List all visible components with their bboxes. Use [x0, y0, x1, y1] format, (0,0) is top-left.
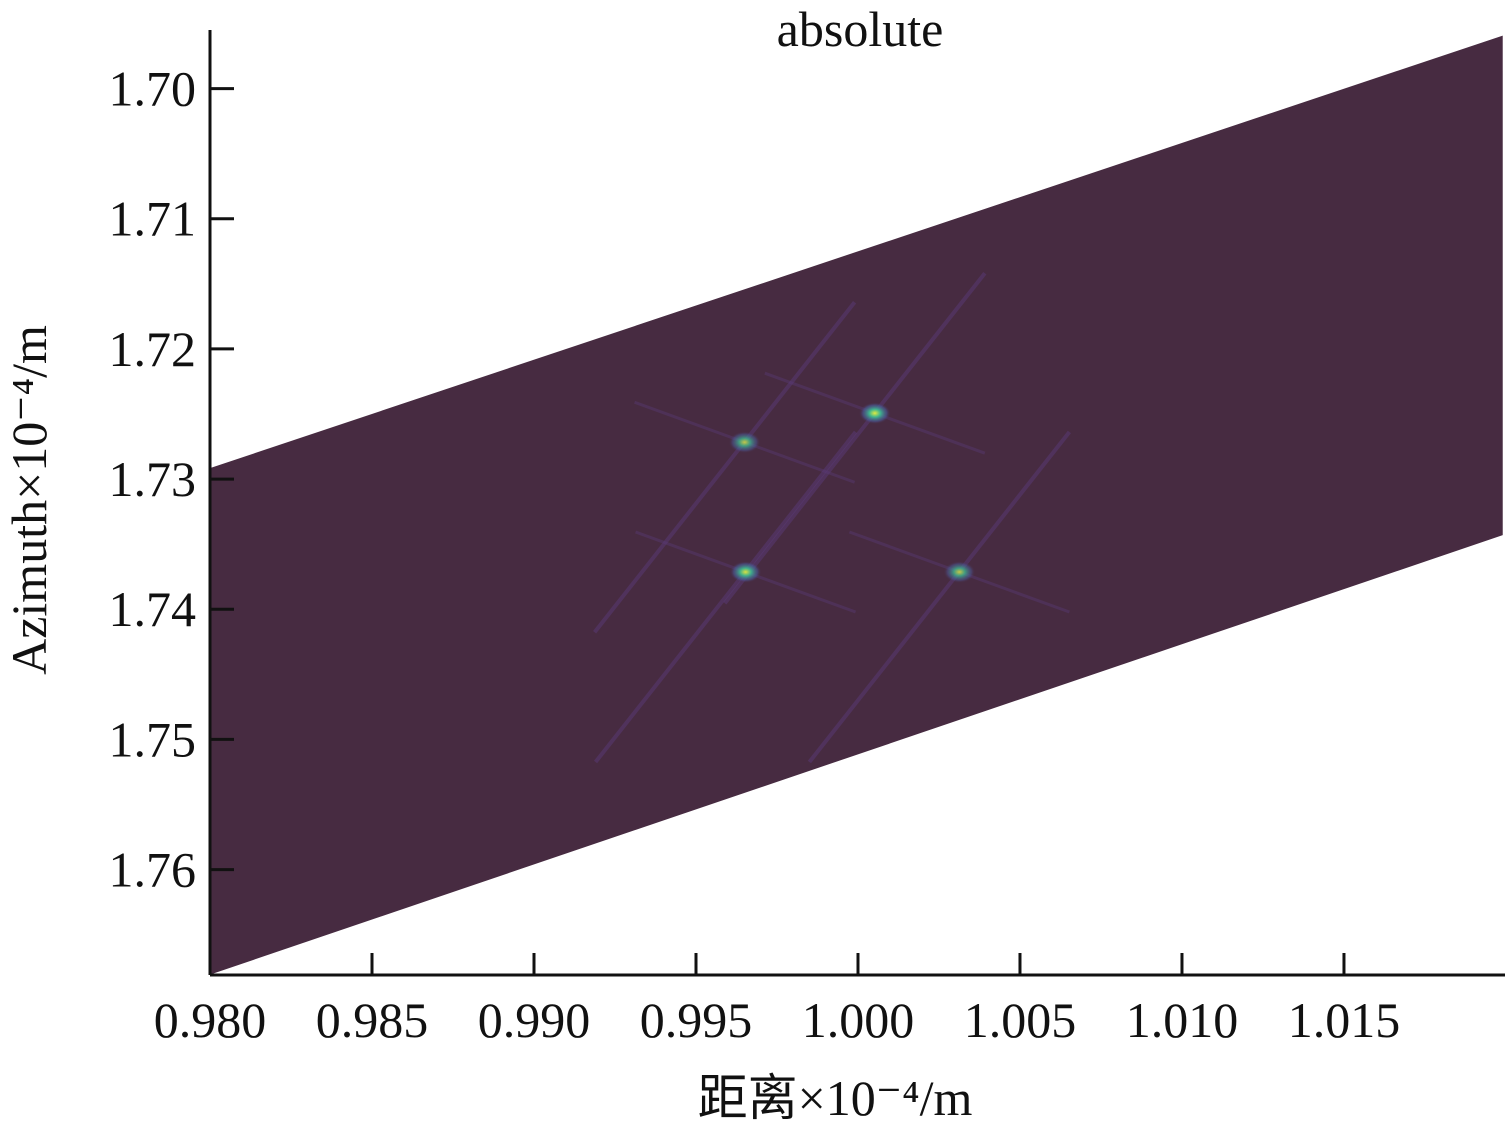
- point-target-4: [943, 561, 976, 584]
- y-axis-label: Azimuth×10⁻⁴/m: [1, 325, 57, 675]
- sidelobe-line: [807, 430, 1071, 764]
- y-tick-label: 1.72: [109, 321, 197, 377]
- axes: 1.70 1.71 1.72 1.73 1.74 1.75 1.76 0.980 0.985 0.…: [109, 30, 1505, 1048]
- x-axis-label: 距离×10⁻⁴/m: [698, 1070, 973, 1126]
- sidelobe-line: [723, 271, 987, 605]
- x-tick-label: 0.985: [316, 992, 429, 1048]
- sidelobe-line: [593, 430, 858, 764]
- x-tick-label: 1.015: [1288, 992, 1401, 1048]
- sidelobe-line: [593, 300, 857, 634]
- x-tick-label: 1.000: [802, 992, 915, 1048]
- point-target-2: [858, 402, 891, 425]
- x-tick-label: 1.010: [1126, 992, 1239, 1048]
- plot-area: [210, 35, 1503, 975]
- data-region: [210, 35, 1503, 975]
- point-target-3: [729, 561, 762, 584]
- y-tick-label: 1.70: [109, 61, 197, 117]
- point-target-1: [728, 431, 761, 454]
- y-tick-label: 1.75: [109, 711, 197, 767]
- x-tick-label: 0.990: [478, 992, 591, 1048]
- y-tick-label: 1.74: [109, 581, 197, 637]
- chart-title: absolute: [777, 1, 944, 57]
- x-tick-label: 0.995: [640, 992, 753, 1048]
- x-tick-label: 1.005: [964, 992, 1077, 1048]
- y-tick-label: 1.76: [109, 842, 197, 898]
- y-tick-label: 1.73: [109, 451, 197, 507]
- x-tick-label: 0.980: [154, 992, 267, 1048]
- y-tick-label: 1.71: [109, 191, 197, 247]
